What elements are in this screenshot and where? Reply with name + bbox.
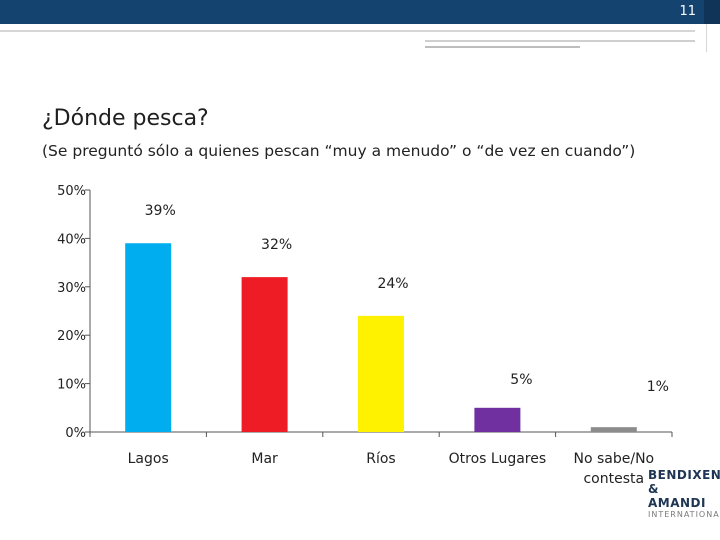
y-tick-label: 30% [57, 281, 86, 296]
header-bar [0, 0, 704, 24]
category-label: Lagos [128, 451, 169, 467]
y-tick-label: 40% [57, 232, 86, 247]
bar [241, 277, 288, 432]
logo-line-1: BENDIXEN [648, 468, 720, 482]
header-divider [706, 24, 707, 52]
category-label: contesta [583, 471, 644, 487]
y-tick-label: 0% [65, 426, 86, 441]
company-logo: BENDIXEN & AMANDI INTERNATIONAL [648, 468, 720, 520]
header-bar-edge [704, 0, 720, 24]
data-label: 5% [510, 372, 532, 388]
page-subtitle: (Se preguntó sólo a quienes pescan “muy … [42, 142, 636, 160]
logo-line-3: INTERNATIONAL [648, 510, 720, 519]
header-rule [0, 30, 695, 32]
bar [358, 315, 404, 432]
data-label: 39% [145, 203, 176, 219]
data-label: 32% [261, 237, 292, 253]
logo-line-2: & AMANDI [648, 482, 706, 510]
slide-number: 11 [679, 4, 696, 19]
header-rule-accent [425, 40, 695, 42]
bar [590, 427, 637, 432]
category-label: Ríos [366, 451, 395, 467]
y-tick-label: 10% [57, 378, 86, 393]
y-tick-label: 50% [57, 184, 86, 199]
page-title: ¿Dónde pesca? [42, 106, 209, 131]
bar [474, 407, 521, 432]
data-label: 1% [647, 379, 669, 395]
header-rule-accent-short [425, 46, 580, 48]
y-tick-label: 20% [57, 329, 86, 344]
category-label: Otros Lugares [449, 451, 547, 467]
category-label: Mar [251, 451, 278, 467]
data-label: 24% [377, 276, 408, 292]
category-label: No sabe/No [573, 451, 654, 467]
bar [125, 243, 172, 432]
